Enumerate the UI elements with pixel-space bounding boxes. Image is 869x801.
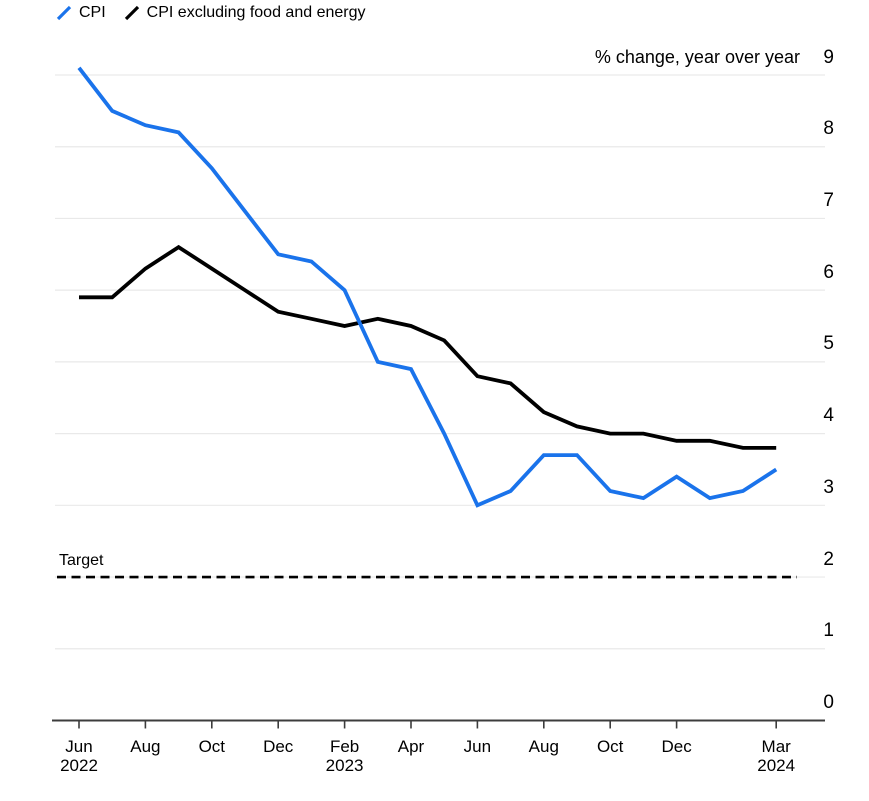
y-tick-label-1: 1 (823, 620, 834, 642)
y-tick-label-8: 8 (823, 118, 834, 140)
y-tick-label-6: 6 (823, 261, 834, 283)
y-tick-label-4: 4 (823, 405, 834, 427)
core-cpi-line-swatch-icon (124, 5, 139, 21)
legend-item-cpi: CPI (56, 4, 106, 22)
legend: CPI CPI excluding food and energy (56, 4, 365, 22)
legend-label-core-cpi: CPI excluding food and energy (146, 4, 366, 21)
x-tick-label-oct: Oct (198, 737, 226, 756)
legend-item-core-cpi: CPI excluding food and energy (124, 4, 366, 22)
x-tick-label-aug: Aug (528, 737, 559, 756)
target-line-label: Target (59, 552, 104, 569)
x-tick-label-dec: Dec (661, 737, 692, 756)
x-tick-label-apr: Apr (397, 737, 425, 756)
x-tick-label-dec: Dec (263, 737, 294, 756)
x-tick-label-feb-2023: Feb 2023 (325, 737, 364, 775)
x-tick-label-oct: Oct (596, 737, 624, 756)
x-tick-label-aug: Aug (130, 737, 161, 756)
legend-label-cpi: CPI (79, 4, 106, 21)
y-tick-label-7: 7 (823, 189, 834, 211)
series-line-cpi (77, 66, 778, 508)
y-tick-label-5: 5 (823, 333, 834, 355)
y-tick-label-3: 3 (823, 476, 834, 498)
x-tick-label-jun: Jun (463, 737, 492, 756)
cpi-line-swatch-icon (56, 5, 72, 21)
y-tick-label-0: 0 (823, 691, 834, 713)
x-tick-label-jun-2022: Jun 2022 (60, 737, 98, 775)
x-tick-label-mar-2024: Mar 2024 (757, 737, 796, 775)
y-tick-label-2: 2 (823, 548, 834, 570)
y-tick-label-9: 9 (823, 46, 834, 68)
axis-unit-label: % change, year over year (594, 47, 800, 67)
series-line-cpi-excluding-food-and-energy (79, 244, 777, 450)
